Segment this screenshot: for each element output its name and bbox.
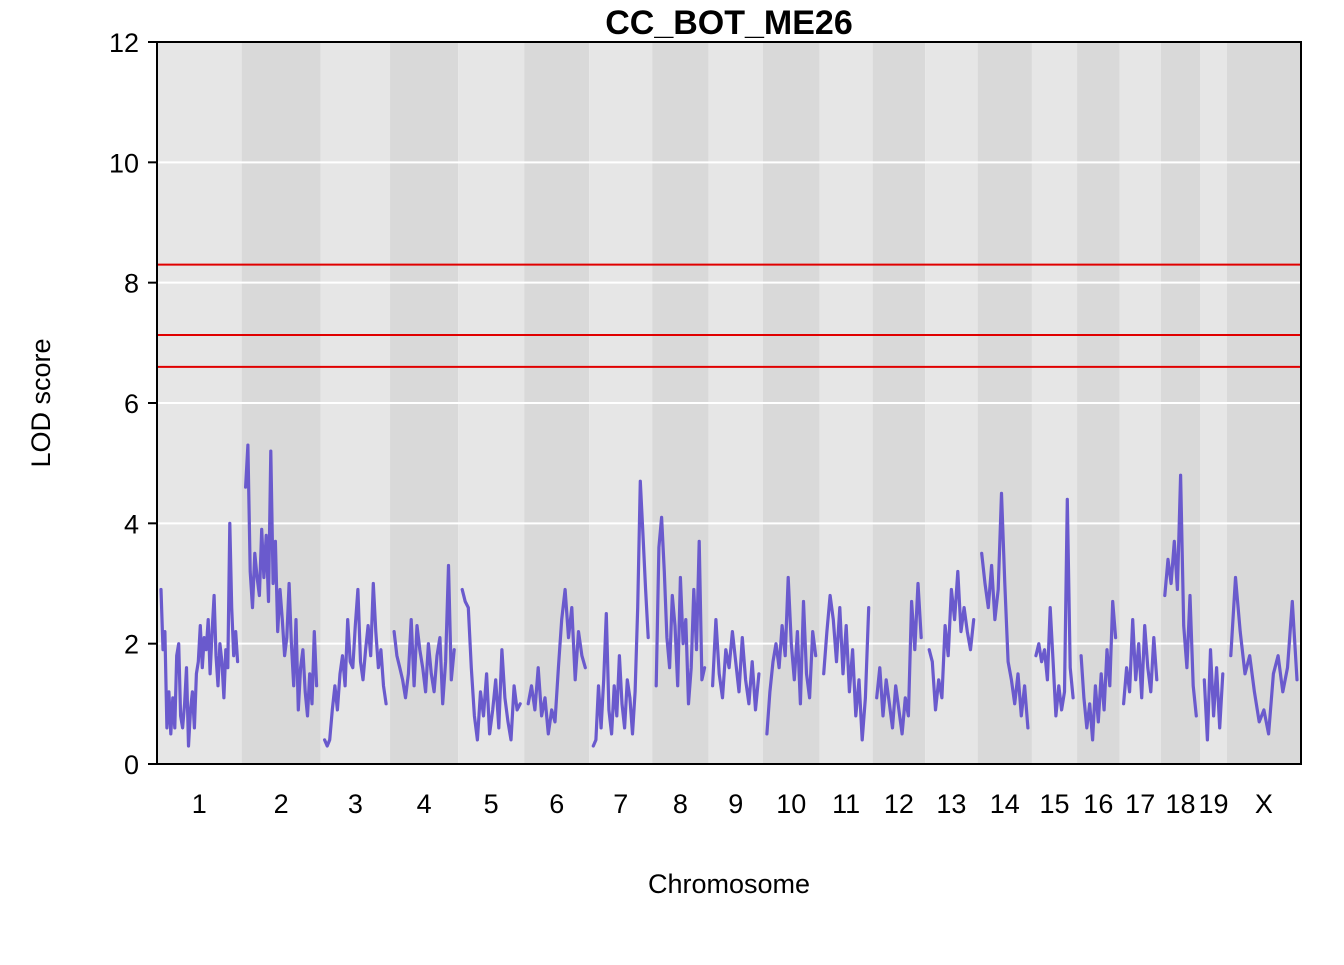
y-tick-label: 2	[124, 630, 139, 660]
x-tick-label-4: 4	[417, 789, 432, 819]
x-tick-label-2: 2	[274, 789, 289, 819]
y-tick-label: 6	[124, 389, 139, 419]
lod-profile-chr-3	[323, 581, 388, 748]
x-axis: 1 2 3 4 5 6 7 8 9 10 11 12 13 14 15 16 17 18 19 X	[192, 789, 1273, 819]
lod-profile-chr-x	[1229, 575, 1299, 736]
x-axis-label: Chromosome	[648, 869, 810, 899]
y-tick-label: 10	[109, 148, 139, 178]
x-tick-label-1: 1	[192, 789, 207, 819]
y-tick-label: 0	[124, 750, 139, 780]
y-tick-label: 8	[124, 269, 139, 299]
lod-profile-chr-19	[1202, 648, 1225, 742]
lod-profile-chr-6	[526, 587, 587, 736]
lod-series	[159, 443, 1299, 748]
x-tick-label-11: 11	[832, 789, 860, 819]
lod-profile-chr-4	[392, 563, 456, 706]
y-axis-label: LOD score	[26, 338, 56, 467]
x-tick-label-3: 3	[348, 789, 363, 819]
lod-profile-chr-5	[460, 587, 522, 742]
lod-profile-chr-14	[980, 491, 1030, 730]
lod-profile-chr-2	[244, 443, 319, 718]
x-tick-label-12: 12	[884, 789, 914, 819]
lod-profile-chr-11	[822, 593, 871, 742]
y-tick-label: 12	[109, 28, 139, 58]
x-tick-label-x: X	[1255, 789, 1273, 819]
lod-profile-chr-7	[591, 479, 650, 748]
x-tick-label-18: 18	[1166, 789, 1196, 819]
lod-profile-chr-1	[159, 521, 240, 748]
x-tick-label-10: 10	[776, 789, 806, 819]
x-tick-label-6: 6	[549, 789, 564, 819]
lod-profile-chr-13	[927, 569, 976, 712]
lod-profile-chr-18	[1163, 473, 1198, 718]
x-tick-label-15: 15	[1039, 789, 1069, 819]
lod-profile-chr-8	[654, 515, 707, 706]
lod-profile-chr-12	[875, 581, 923, 736]
x-tick-label-8: 8	[673, 789, 688, 819]
x-tick-label-5: 5	[484, 789, 499, 819]
threshold-lines	[157, 263, 1301, 368]
x-tick-label-17: 17	[1125, 789, 1155, 819]
y-axis: 0 2 4 6 8 10 12	[109, 28, 157, 780]
y-tick-label: 4	[124, 509, 139, 539]
lod-profile-chr-17	[1121, 617, 1159, 706]
chart-title: CC_BOT_ME26	[605, 4, 853, 42]
lod-profile-chr-16	[1079, 599, 1118, 742]
x-tick-label-14: 14	[990, 789, 1020, 819]
lod-profile-chr-10	[765, 575, 818, 736]
x-tick-label-9: 9	[728, 789, 743, 819]
lod-profile-chr-15	[1034, 497, 1075, 718]
lod-profile-chr-9	[710, 617, 761, 712]
x-tick-label-7: 7	[613, 789, 628, 819]
x-tick-label-13: 13	[936, 789, 966, 819]
x-tick-label-16: 16	[1083, 789, 1113, 819]
x-tick-label-19: 19	[1199, 789, 1229, 819]
